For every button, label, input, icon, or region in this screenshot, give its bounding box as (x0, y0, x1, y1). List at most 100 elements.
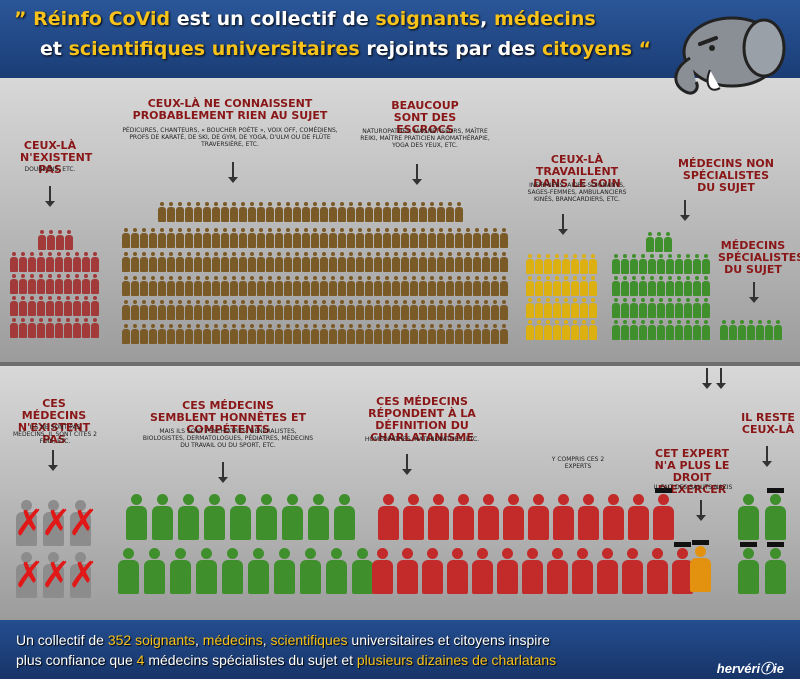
person-icon (239, 276, 247, 296)
person-icon (10, 296, 18, 316)
person-icon (203, 228, 211, 248)
person-icon (473, 324, 481, 344)
person-icon (482, 300, 490, 320)
doctor-icon (553, 494, 574, 540)
person-icon (774, 320, 782, 340)
person-icon (526, 276, 534, 296)
graduation-cap-icon (740, 542, 757, 547)
person-icon (82, 274, 90, 294)
person-icon (612, 276, 620, 296)
person-icon (140, 300, 148, 320)
person-icon (131, 228, 139, 248)
person-icon (455, 276, 463, 296)
person-icon (419, 324, 427, 344)
highlight-charlatans: plusieurs dizaines de charlatans (356, 652, 557, 668)
person-icon (185, 276, 193, 296)
person-icon (562, 298, 570, 318)
person-icon (221, 228, 229, 248)
person-icon (203, 276, 211, 296)
person-icon (302, 324, 310, 344)
person-icon (657, 298, 665, 318)
person-icon (266, 228, 274, 248)
person-icon (176, 252, 184, 272)
person-icon (491, 228, 499, 248)
person-icon (221, 324, 229, 344)
person-icon (212, 228, 220, 248)
person-icon (621, 298, 629, 318)
doctor-icon (256, 494, 277, 540)
person-icon (338, 202, 346, 222)
graduation-cap-icon (692, 540, 709, 545)
person-icon (320, 228, 328, 248)
person-icon (621, 320, 629, 340)
person-icon (257, 228, 265, 248)
person-icon (239, 300, 247, 320)
person-icon (37, 274, 45, 294)
person-icon (684, 254, 692, 274)
person-icon (185, 252, 193, 272)
highlight-4: 4 (136, 652, 145, 668)
person-icon (374, 300, 382, 320)
person-icon (230, 276, 238, 296)
arrow-down-icon (218, 462, 228, 483)
person-icon (392, 324, 400, 344)
person-icon (302, 202, 310, 222)
footer-text: médecins spécialistes du sujet et (144, 652, 357, 668)
person-icon (149, 228, 157, 248)
person-icon (73, 296, 81, 316)
person-icon (221, 202, 229, 222)
person-icon (383, 276, 391, 296)
person-icon (544, 254, 552, 274)
person-icon (693, 276, 701, 296)
highlight-soignants: soignants (375, 8, 481, 30)
person-icon (738, 320, 746, 340)
person-icon (544, 276, 552, 296)
person-icon (383, 228, 391, 248)
doctor-icon (528, 494, 549, 540)
person-icon (648, 254, 656, 274)
doctor-icon: ✗ (68, 500, 98, 546)
person-icon (666, 276, 674, 296)
person-icon (365, 324, 373, 344)
person-icon (338, 324, 346, 344)
person-icon (122, 252, 130, 272)
person-icon (64, 252, 72, 272)
person-icon (149, 252, 157, 272)
arrow-down-icon (228, 162, 238, 183)
header-line-2: et scientifiques universitaires rejoints… (40, 38, 651, 60)
person-icon (221, 276, 229, 296)
person-icon (535, 254, 543, 274)
person-icon (648, 276, 656, 296)
doctor-icon (628, 494, 649, 540)
person-icon (19, 296, 27, 316)
person-icon (419, 252, 427, 272)
person-icon (82, 318, 90, 338)
arrow-down-icon (412, 164, 422, 185)
person-icon (410, 276, 418, 296)
person-icon (329, 324, 337, 344)
footer-banner: Un collectif de 352 soignants, médecins,… (0, 620, 800, 679)
person-icon (10, 252, 18, 272)
person-icon (284, 202, 292, 222)
person-icon (437, 324, 445, 344)
person-icon (230, 202, 238, 222)
cross-mark-icon: ✗ (68, 503, 99, 544)
person-icon (500, 324, 508, 344)
person-icon (37, 318, 45, 338)
doctor-icon (647, 548, 668, 594)
doctor-icon (403, 494, 424, 540)
person-icon (437, 202, 445, 222)
person-icon (158, 252, 166, 272)
person-icon (580, 298, 588, 318)
person-icon (149, 324, 157, 344)
person-icon (266, 202, 274, 222)
person-icon (149, 276, 157, 296)
doctor-icon (378, 494, 399, 540)
doctor-icon (352, 548, 373, 594)
person-icon (38, 230, 46, 250)
group-sub-clueless: PÉDICURES, CHANTEURS, « BOUCHER POÈTE »,… (122, 127, 338, 148)
person-icon (571, 254, 579, 274)
person-icon (401, 300, 409, 320)
arrow-down-icon (680, 200, 690, 221)
